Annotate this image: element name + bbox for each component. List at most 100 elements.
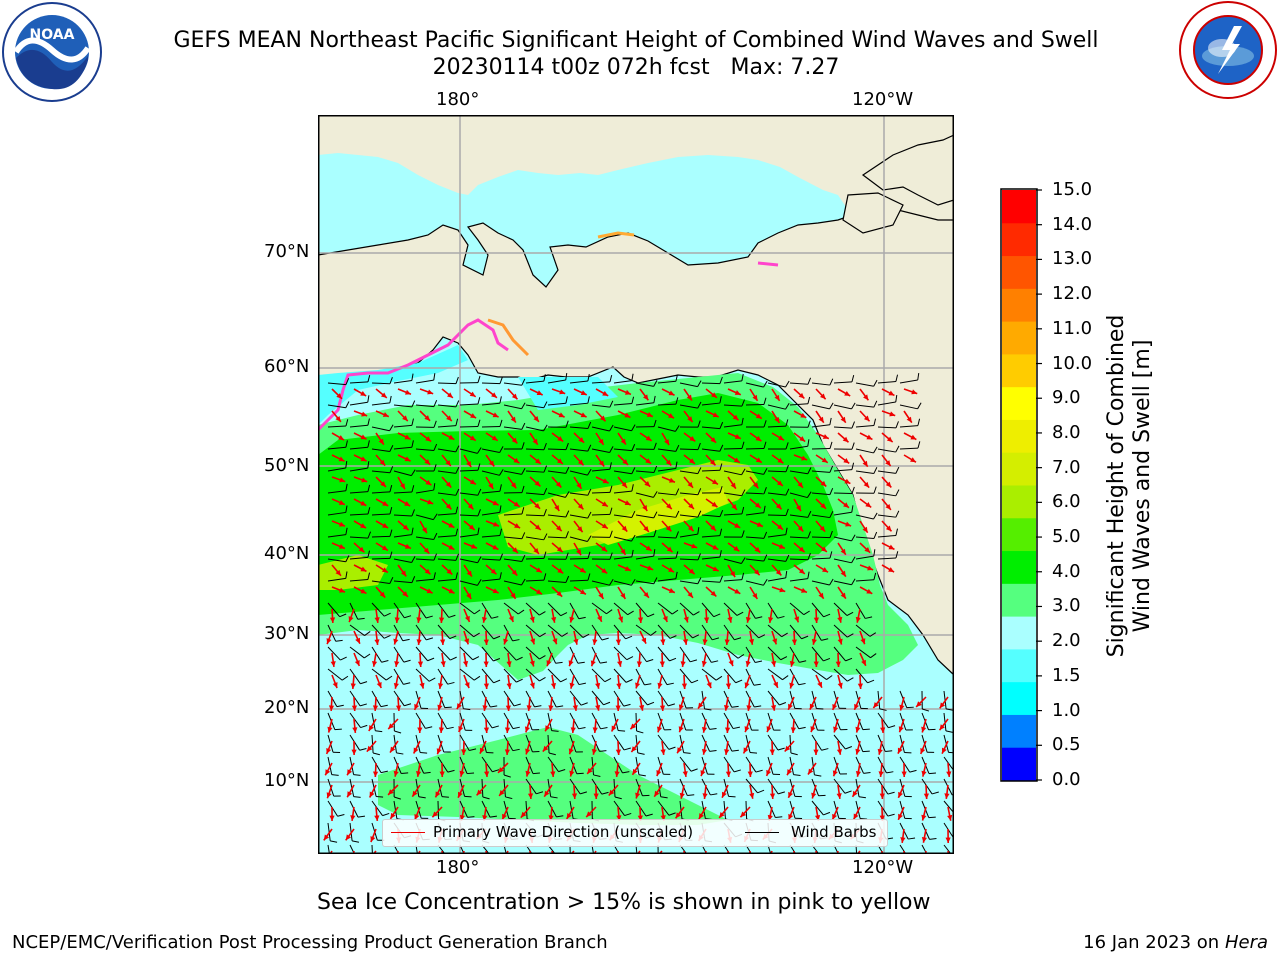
wave-arrow-head bbox=[399, 483, 405, 490]
wind-barb bbox=[701, 382, 721, 385]
wind-barb bbox=[569, 624, 584, 638]
wave-arrow-head bbox=[766, 769, 772, 776]
wind-barb bbox=[459, 448, 478, 454]
colorbar-frame bbox=[1000, 188, 1038, 782]
wind-barb-flag bbox=[731, 749, 739, 752]
wind-barb bbox=[349, 536, 368, 539]
wind-barb bbox=[393, 424, 412, 428]
wind-barb-flag bbox=[359, 703, 367, 707]
wave-arrow-head bbox=[668, 588, 675, 593]
wind-barb-flag bbox=[499, 553, 504, 561]
wind-barb-flag bbox=[423, 771, 431, 774]
wind-barb-flag bbox=[895, 466, 900, 474]
wind-barb-flag bbox=[467, 772, 475, 775]
wind-barb bbox=[855, 555, 874, 560]
wind-barb bbox=[877, 534, 896, 538]
wind-barb-flag bbox=[675, 425, 680, 432]
wave-arrow-head bbox=[635, 792, 641, 799]
wind-barb bbox=[547, 402, 566, 406]
wave-arrow-head bbox=[347, 791, 353, 798]
wind-barb bbox=[613, 734, 625, 751]
colorbar-segment bbox=[1002, 714, 1036, 748]
wave-arrow-head bbox=[511, 393, 518, 400]
wind-barb-flag bbox=[482, 796, 490, 800]
wind-barb bbox=[613, 580, 632, 586]
wave-arrow-head bbox=[556, 591, 563, 597]
colorbar-tick-label: 15.0 bbox=[1052, 179, 1093, 200]
wind-barb-flag bbox=[624, 812, 632, 817]
wind-barb bbox=[569, 470, 588, 476]
wave-arrow-head bbox=[361, 411, 368, 417]
wind-barb-flag bbox=[411, 556, 416, 563]
wind-barb bbox=[745, 512, 764, 516]
wave-arrow-head bbox=[336, 393, 342, 399]
wind-barb bbox=[613, 470, 632, 475]
wave-arrow-head bbox=[548, 815, 554, 821]
wind-barb bbox=[723, 470, 742, 476]
wind-barb bbox=[767, 425, 787, 428]
wind-barb bbox=[503, 426, 522, 430]
wind-barb-flag bbox=[411, 440, 414, 448]
wave-arrow-head bbox=[618, 616, 624, 623]
wave-arrow-head bbox=[379, 459, 386, 466]
wind-barb bbox=[635, 402, 654, 406]
wave-arrow-head bbox=[621, 481, 627, 488]
wind-barb-flag bbox=[851, 442, 855, 450]
wind-barb bbox=[635, 555, 654, 560]
wave-arrow-head bbox=[580, 390, 587, 395]
wave-arrow-head bbox=[845, 521, 852, 527]
wind-barb-flag bbox=[543, 573, 547, 581]
wind-barb-flag bbox=[335, 639, 343, 642]
wind-barb-flag bbox=[851, 505, 854, 513]
wind-barb bbox=[811, 800, 824, 816]
wind-barb bbox=[327, 490, 346, 494]
wave-arrow-head bbox=[598, 438, 604, 445]
wave-arrow-head bbox=[504, 727, 511, 733]
wind-barb-flag bbox=[873, 379, 878, 387]
wind-barb-flag bbox=[455, 488, 460, 496]
wind-barb-flag bbox=[345, 401, 350, 409]
wind-barb bbox=[899, 756, 911, 773]
wind-barb-flag bbox=[645, 813, 653, 817]
wind-barb-flag bbox=[404, 703, 412, 707]
wind-barb-flag bbox=[644, 683, 652, 686]
wind-barb-flag bbox=[749, 752, 758, 754]
wave-arrow-head bbox=[797, 481, 803, 488]
wave-arrow-head bbox=[836, 749, 843, 755]
wind-barb bbox=[481, 511, 500, 516]
wind-barb-flag bbox=[692, 634, 700, 639]
wave-arrow-head bbox=[513, 501, 520, 507]
wind-barb-flag bbox=[433, 443, 438, 451]
wind-barb bbox=[701, 426, 720, 430]
wind-barb bbox=[855, 425, 874, 428]
wind-barb bbox=[613, 536, 632, 542]
wave-arrow-head bbox=[381, 545, 388, 551]
wave-arrow-head bbox=[701, 660, 707, 667]
wave-arrow-head bbox=[709, 459, 716, 466]
wind-barb bbox=[481, 624, 494, 640]
wind-barb-flag bbox=[609, 424, 614, 432]
wind-barb bbox=[877, 470, 896, 474]
wave-arrow-head bbox=[552, 638, 558, 645]
wind-barb bbox=[503, 602, 519, 615]
wind-and-wave-glyphs bbox=[323, 372, 954, 854]
wave-arrow-head bbox=[617, 660, 623, 667]
wind-barb-flag bbox=[448, 614, 456, 618]
wave-arrow-head bbox=[643, 394, 649, 401]
wind-barb bbox=[855, 470, 874, 475]
wind-barb-flag bbox=[587, 396, 590, 404]
wind-barb bbox=[679, 533, 698, 538]
wind-barb-flag bbox=[763, 420, 767, 428]
wind-barb bbox=[437, 448, 456, 453]
wave-arrow-head bbox=[755, 435, 762, 442]
wave-arrow-head bbox=[682, 771, 688, 777]
wind-barb bbox=[459, 403, 479, 406]
wave-arrow-head bbox=[615, 639, 622, 645]
wave-arrow-head bbox=[643, 591, 649, 598]
wave-arrow-head bbox=[832, 813, 837, 820]
wind-barb-flag bbox=[499, 528, 503, 536]
wave-arrow-head bbox=[683, 616, 689, 623]
wind-barb-flag bbox=[653, 577, 658, 585]
wind-barb-flag bbox=[873, 446, 878, 454]
wave-arrow-head bbox=[325, 769, 331, 776]
